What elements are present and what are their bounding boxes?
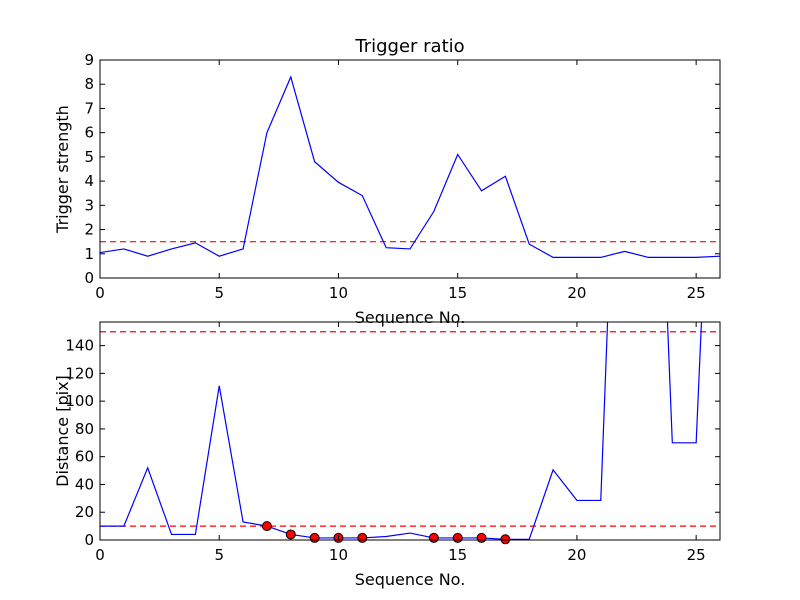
x-tick-label-bottom-1: 5 [214,546,224,564]
y-tick-label-top-7: 7 [84,99,94,117]
series-line-top-0 [100,75,720,259]
data-point-bottom-8 [500,534,511,545]
y-tick-label-top-2: 2 [84,221,94,239]
data-point-bottom-5 [428,532,439,543]
y-tick-label-top-3: 3 [84,196,94,214]
x-tick-label-top-0: 0 [95,284,105,302]
data-point-bottom-2 [309,532,320,543]
x-axis-label-bottom: Sequence No. [355,570,466,589]
y-tick-label-bottom-7: 140 [65,337,94,355]
y-tick-label-bottom-0: 0 [84,531,94,549]
x-tick-label-bottom-5: 25 [687,546,706,564]
x-tick-label-bottom-4: 20 [567,546,586,564]
chart-top: 0 5 10 15 20 25 0 1 2 3 4 5 6 7 8 9 Sequence No. Trigger … [53,36,721,327]
x-tick-label-top-1: 5 [214,284,224,302]
plot-area-top [100,75,720,259]
y-tick-label-top-5: 5 [84,148,94,166]
y-tick-label-top-8: 8 [84,75,94,93]
data-point-bottom-1 [285,529,296,540]
plot-area-bottom [100,322,720,540]
y-tick-label-top-9: 9 [84,51,94,69]
axes-frame-bottom [99,321,721,541]
chart-bottom: 0 5 10 15 20 25 0 20 40 60 80 100 120 140 Sequence No.… [53,321,721,589]
y-axis-label-top: Trigger strength [53,105,72,234]
chart-title-top: Trigger ratio [354,36,464,57]
x-tick-label-top-3: 15 [448,284,467,302]
x-tick-label-top-2: 10 [329,284,348,302]
x-tick-label-top-4: 20 [567,284,586,302]
y-tick-label-bottom-5: 100 [65,392,94,410]
y-tick-label-bottom-3: 60 [75,448,94,466]
x-axis-label-top: Sequence No. [355,308,466,327]
y-tick-label-bottom-6: 120 [65,364,94,382]
data-point-bottom-7 [476,532,487,543]
y-tick-label-bottom-4: 80 [75,420,94,438]
series-line-bottom-0 [100,322,703,540]
y-tick-label-top-4: 4 [84,172,94,190]
data-point-bottom-0 [261,521,272,532]
y-tick-label-bottom-2: 40 [75,475,94,493]
x-tick-label-bottom-2: 10 [329,546,348,564]
data-point-bottom-4 [357,532,368,543]
x-tick-label-bottom-0: 0 [95,546,105,564]
y-axis-label-bottom: Distance [pix] [53,375,72,487]
y-tick-label-top-6: 6 [84,124,94,142]
x-tick-label-top-5: 25 [687,284,706,302]
y-tick-label-top-0: 0 [84,269,94,287]
x-tick-label-bottom-3: 15 [448,546,467,564]
axes-frame-top [99,59,721,279]
y-tick-label-bottom-1: 20 [75,503,94,521]
y-tick-label-top-1: 1 [84,245,94,263]
